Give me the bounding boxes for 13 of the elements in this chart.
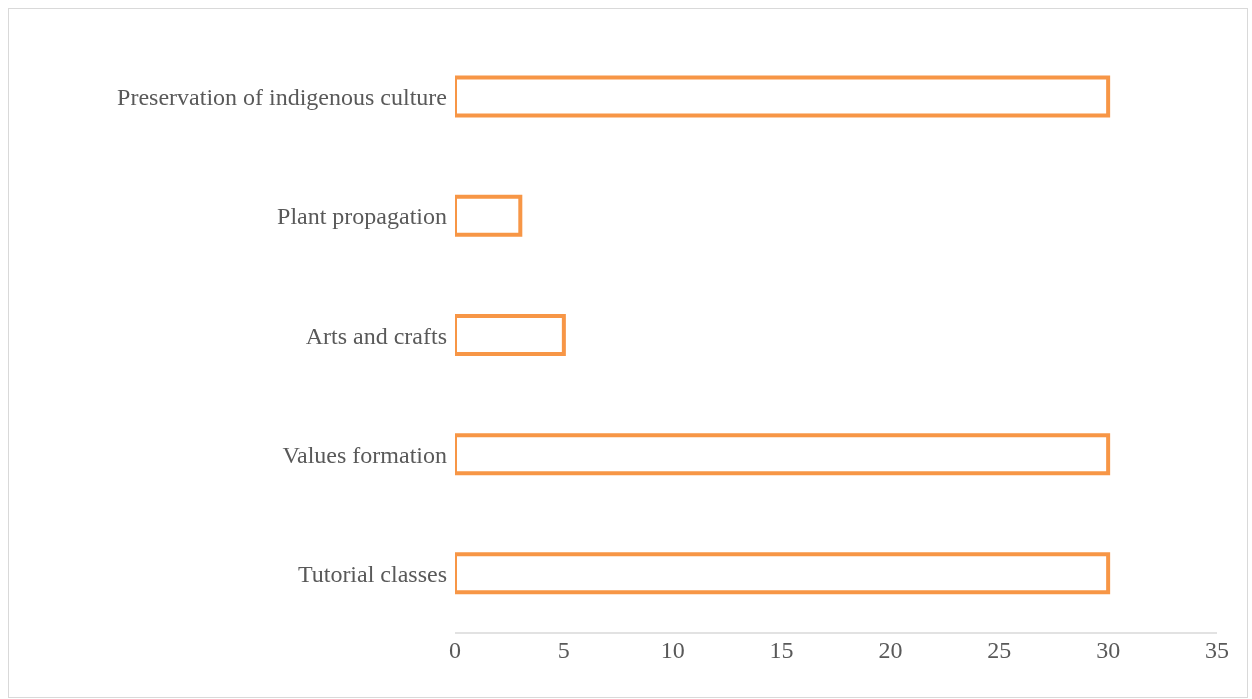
y-tick-label: Arts and crafts <box>305 322 447 349</box>
x-tick-label: 0 <box>449 637 461 664</box>
x-tick-label: 5 <box>557 637 570 664</box>
x-tick-label: 20 <box>878 637 903 664</box>
x-tick-label: 15 <box>769 637 794 664</box>
x-tick-label: 35 <box>1205 637 1229 664</box>
y-tick-label: Plant propagation <box>277 203 447 230</box>
x-tick-label: 25 <box>987 637 1012 664</box>
y-tick-label: Values formation <box>282 441 447 468</box>
x-tick-label: 10 <box>660 637 685 664</box>
y-tick-label: Preservation of indigenous culture <box>117 84 447 111</box>
x-tick-label: 30 <box>1096 637 1121 664</box>
y-tick-label: Tutorial classes <box>297 560 447 587</box>
